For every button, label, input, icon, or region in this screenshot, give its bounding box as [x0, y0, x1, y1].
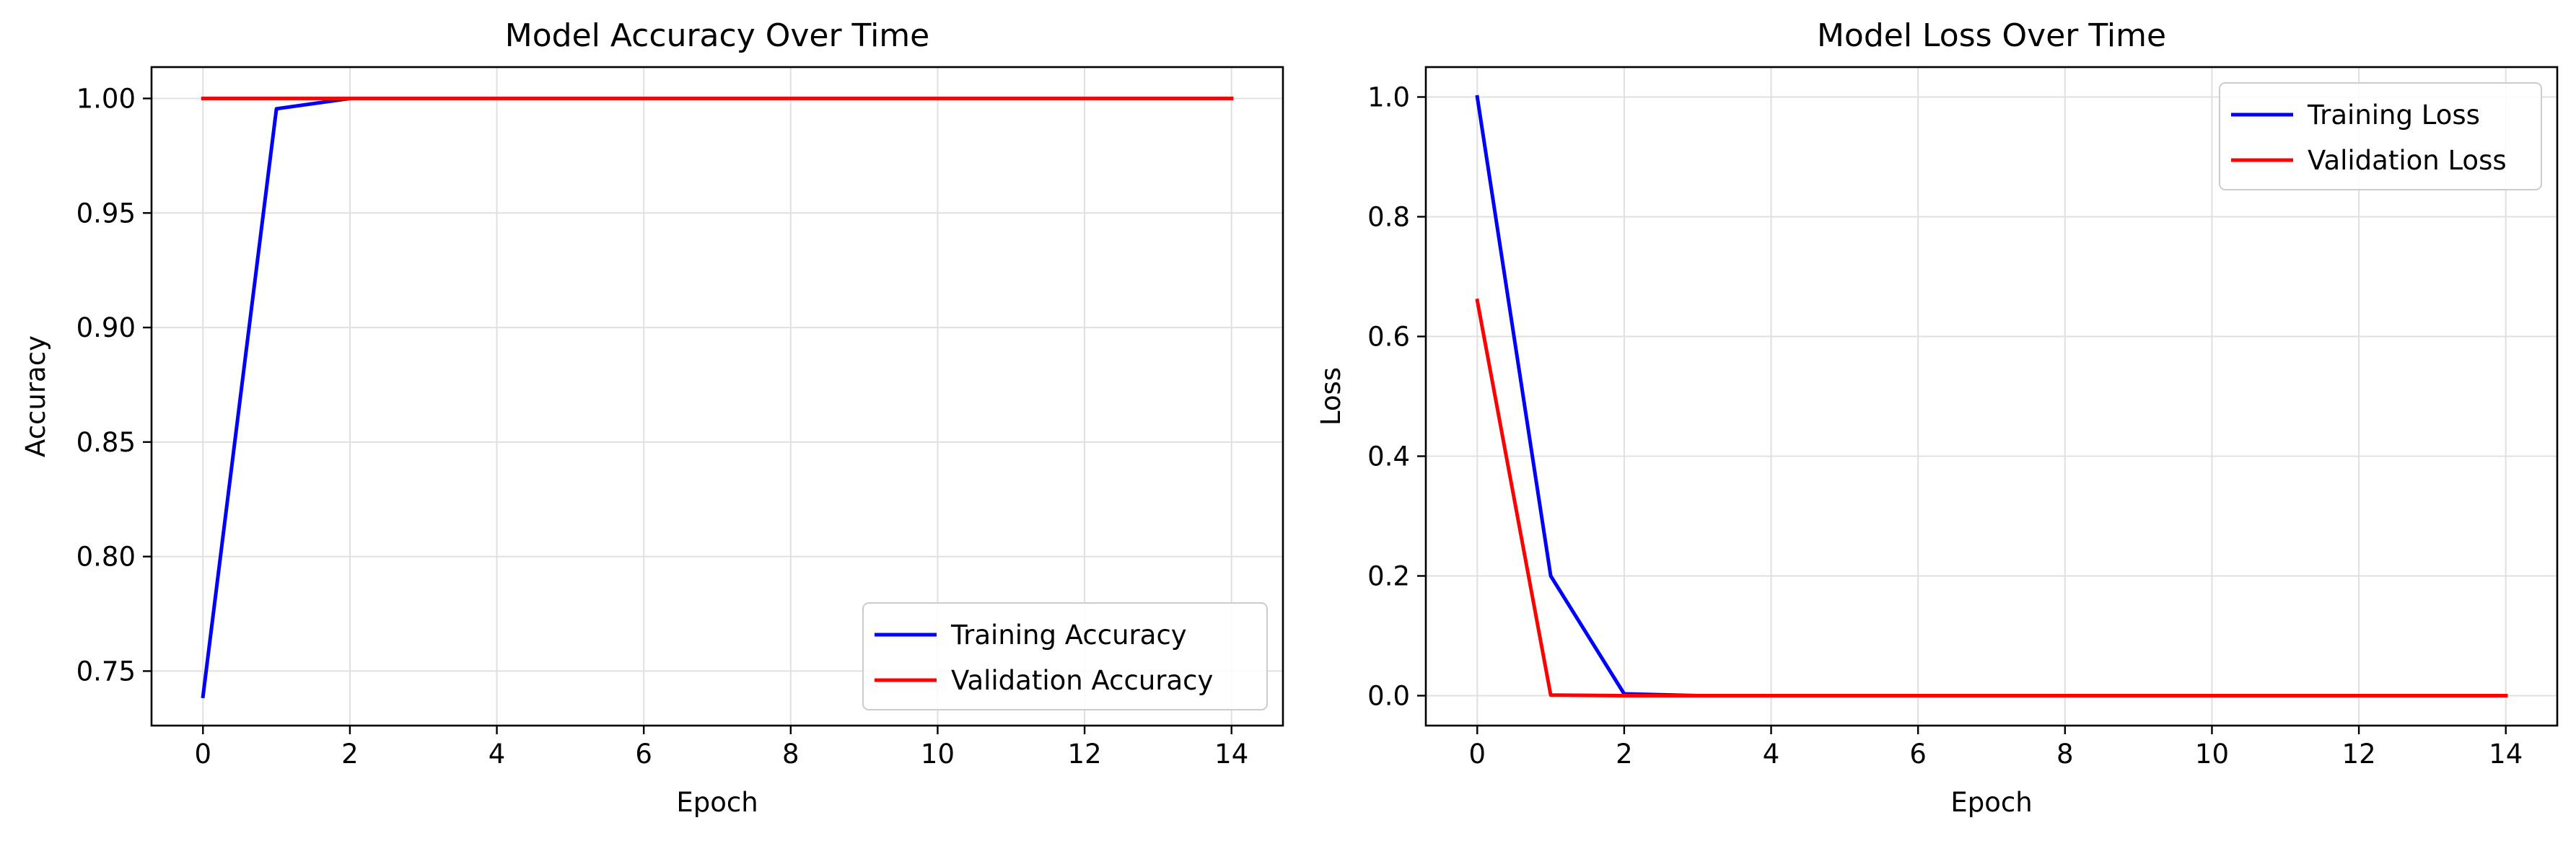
y-tick-label: 0.80: [76, 542, 136, 573]
axes-frame: [1424, 66, 2559, 727]
legend-box: [862, 602, 1268, 710]
series-line-validation-loss: [1475, 298, 2508, 697]
x-tick-label: 6: [1909, 739, 1927, 770]
y-tick-label: 0.95: [76, 198, 136, 229]
axes-frame: [150, 66, 1284, 727]
x-tick-label: 12: [2342, 739, 2376, 770]
x-tick-label: 12: [1068, 739, 1102, 770]
y-tick-label: 0.2: [1367, 561, 1410, 592]
y-axis-label: Loss: [1315, 367, 1346, 426]
x-tick-label: 0: [194, 739, 211, 770]
y-tick-label: 0.75: [76, 656, 136, 687]
legend: Training Loss Validation Loss: [2219, 82, 2542, 190]
x-tick-label: 10: [2195, 739, 2229, 770]
x-tick-label: 0: [1468, 739, 1486, 770]
legend-entry: Training Accuracy: [950, 620, 1187, 651]
x-tick-label: 14: [2489, 739, 2523, 770]
x-tick-label: 14: [1214, 739, 1248, 770]
y-tick-label: 0.8: [1367, 202, 1410, 233]
legend-box: [2219, 82, 2542, 190]
chart-panel-0: 0 2 4 6 8 10 12 14 0.75 0.80 0.85 0.90 0.95 1.00 Model…: [20, 17, 1284, 818]
y-tick-label: 1.0: [1367, 82, 1410, 113]
chart-title: Model Accuracy Over Time: [505, 17, 929, 54]
y-tick-label: 1.00: [76, 84, 136, 115]
y-tick-label: 0.90: [76, 312, 136, 343]
x-tick-label: 2: [341, 739, 359, 770]
x-tick-label: 10: [921, 739, 955, 770]
x-axis-label: Epoch: [1950, 787, 2032, 818]
chart-title: Model Loss Over Time: [1817, 17, 2166, 54]
x-axis-label: Epoch: [676, 787, 758, 818]
x-tick-label: 4: [1763, 739, 1780, 770]
chart-panel-1: 0 2 4 6 8 10 12 14 0.0 0.2 0.4 0.6 0.8 1.0 Model Loss …: [1315, 17, 2559, 818]
y-tick-label: 0.85: [76, 427, 136, 458]
y-tick-label: 0.0: [1367, 681, 1410, 712]
y-tick-label: 0.6: [1367, 322, 1410, 353]
legend-entry: Validation Accuracy: [951, 665, 1213, 696]
y-tick-label: 0.4: [1367, 441, 1410, 472]
x-tick-label: 8: [782, 739, 799, 770]
x-tick-label: 2: [1616, 739, 1633, 770]
x-tick-label: 8: [2056, 739, 2074, 770]
legend-entry: Validation Loss: [2308, 145, 2507, 176]
y-axis-label: Accuracy: [20, 335, 51, 457]
legend: Training Accuracy Validation Accuracy: [862, 602, 1268, 710]
x-tick-label: 4: [489, 739, 506, 770]
legend-entry: Training Loss: [2307, 100, 2480, 131]
x-tick-label: 6: [635, 739, 652, 770]
